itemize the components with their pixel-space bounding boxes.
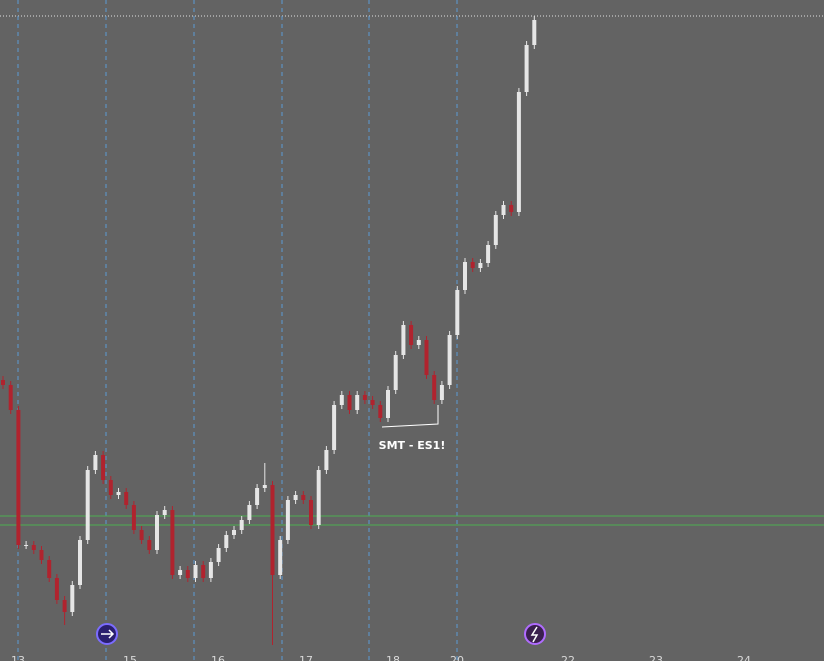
candle-body <box>501 205 506 215</box>
candle-body <box>239 520 244 530</box>
candle-body <box>170 510 175 575</box>
candle-body <box>262 485 267 488</box>
candle-body <box>463 262 467 290</box>
x-tick-label: 15 <box>123 654 137 661</box>
x-axis: 13 15 16 17 18 20 22 23 24 <box>11 654 751 661</box>
candle-body <box>362 395 367 400</box>
candle-body <box>70 585 75 612</box>
candle-body <box>455 290 460 335</box>
candle-body <box>54 578 59 600</box>
candle-body <box>201 565 206 578</box>
x-tick-label: 20 <box>450 654 464 661</box>
candle-body <box>24 545 29 546</box>
candle-body <box>516 92 521 212</box>
candle-body <box>131 505 136 530</box>
icon-circle[interactable] <box>524 623 546 645</box>
candle-body <box>393 355 398 390</box>
candle-body <box>347 395 352 410</box>
event-icon[interactable] <box>96 623 118 645</box>
candle-body <box>93 455 98 470</box>
candle-body <box>116 492 121 495</box>
candle-body <box>62 600 67 612</box>
candle-body <box>247 505 252 520</box>
icon-glyph <box>530 626 539 643</box>
candle-body <box>147 540 152 550</box>
candle-body <box>324 450 329 470</box>
candle-body <box>193 565 198 578</box>
candle-body <box>85 470 90 540</box>
candle-body <box>355 395 360 410</box>
candle-body <box>101 455 106 480</box>
candle-body <box>39 550 44 560</box>
candle-body <box>31 545 36 550</box>
candle-body <box>232 530 236 535</box>
candle-body <box>309 500 313 525</box>
candle-body <box>8 385 13 410</box>
candle-body <box>1 380 5 385</box>
candle-body <box>270 485 275 575</box>
candle-body <box>78 540 82 585</box>
candle-body <box>178 570 183 575</box>
x-tick-label: 17 <box>299 654 313 661</box>
x-tick-label: 22 <box>561 654 575 661</box>
candle-body <box>124 492 129 505</box>
session-lines <box>17 0 458 661</box>
candle-body <box>155 515 159 550</box>
x-tick-label: 18 <box>386 654 400 661</box>
candle-body <box>447 335 452 385</box>
candle-body <box>339 395 344 405</box>
candle-body <box>301 495 306 500</box>
candle-body <box>278 540 283 575</box>
candle-body <box>47 560 52 578</box>
candle-body <box>216 548 221 562</box>
annotation: SMT - ES1! <box>379 439 446 452</box>
candle-body <box>378 405 383 418</box>
candle-body <box>532 20 537 45</box>
candle-body <box>470 262 475 268</box>
x-tick-label: 16 <box>211 654 225 661</box>
candle-body <box>255 488 260 505</box>
candle-body <box>409 325 414 345</box>
candle-body <box>432 375 437 400</box>
candle-body <box>386 390 390 418</box>
icon-glyph <box>101 629 115 639</box>
candles <box>1 16 537 645</box>
candle-body <box>224 535 229 548</box>
x-tick-label: 13 <box>11 654 25 661</box>
candle-body <box>439 385 444 400</box>
candle-body <box>16 410 21 545</box>
candle-body <box>524 45 529 92</box>
candle-body <box>316 470 321 525</box>
candle-body <box>293 495 298 500</box>
candle-body <box>139 530 144 540</box>
candle-body <box>509 205 514 212</box>
candle-body <box>185 570 190 578</box>
x-tick-label: 23 <box>649 654 663 661</box>
smt-line <box>381 405 439 428</box>
candle-body <box>486 245 491 263</box>
candle-body <box>108 480 113 495</box>
candle-body <box>478 263 483 268</box>
event-icon[interactable] <box>524 623 546 645</box>
candle-body <box>332 405 337 450</box>
x-tick-label: 24 <box>737 654 751 661</box>
candle-body <box>285 500 290 540</box>
candle-body <box>162 510 167 515</box>
candle-body <box>493 215 498 245</box>
candle-body <box>416 340 421 345</box>
candle-body <box>370 400 375 405</box>
candle-body <box>424 340 429 375</box>
candle-body <box>401 325 406 355</box>
candle-body <box>208 562 213 578</box>
